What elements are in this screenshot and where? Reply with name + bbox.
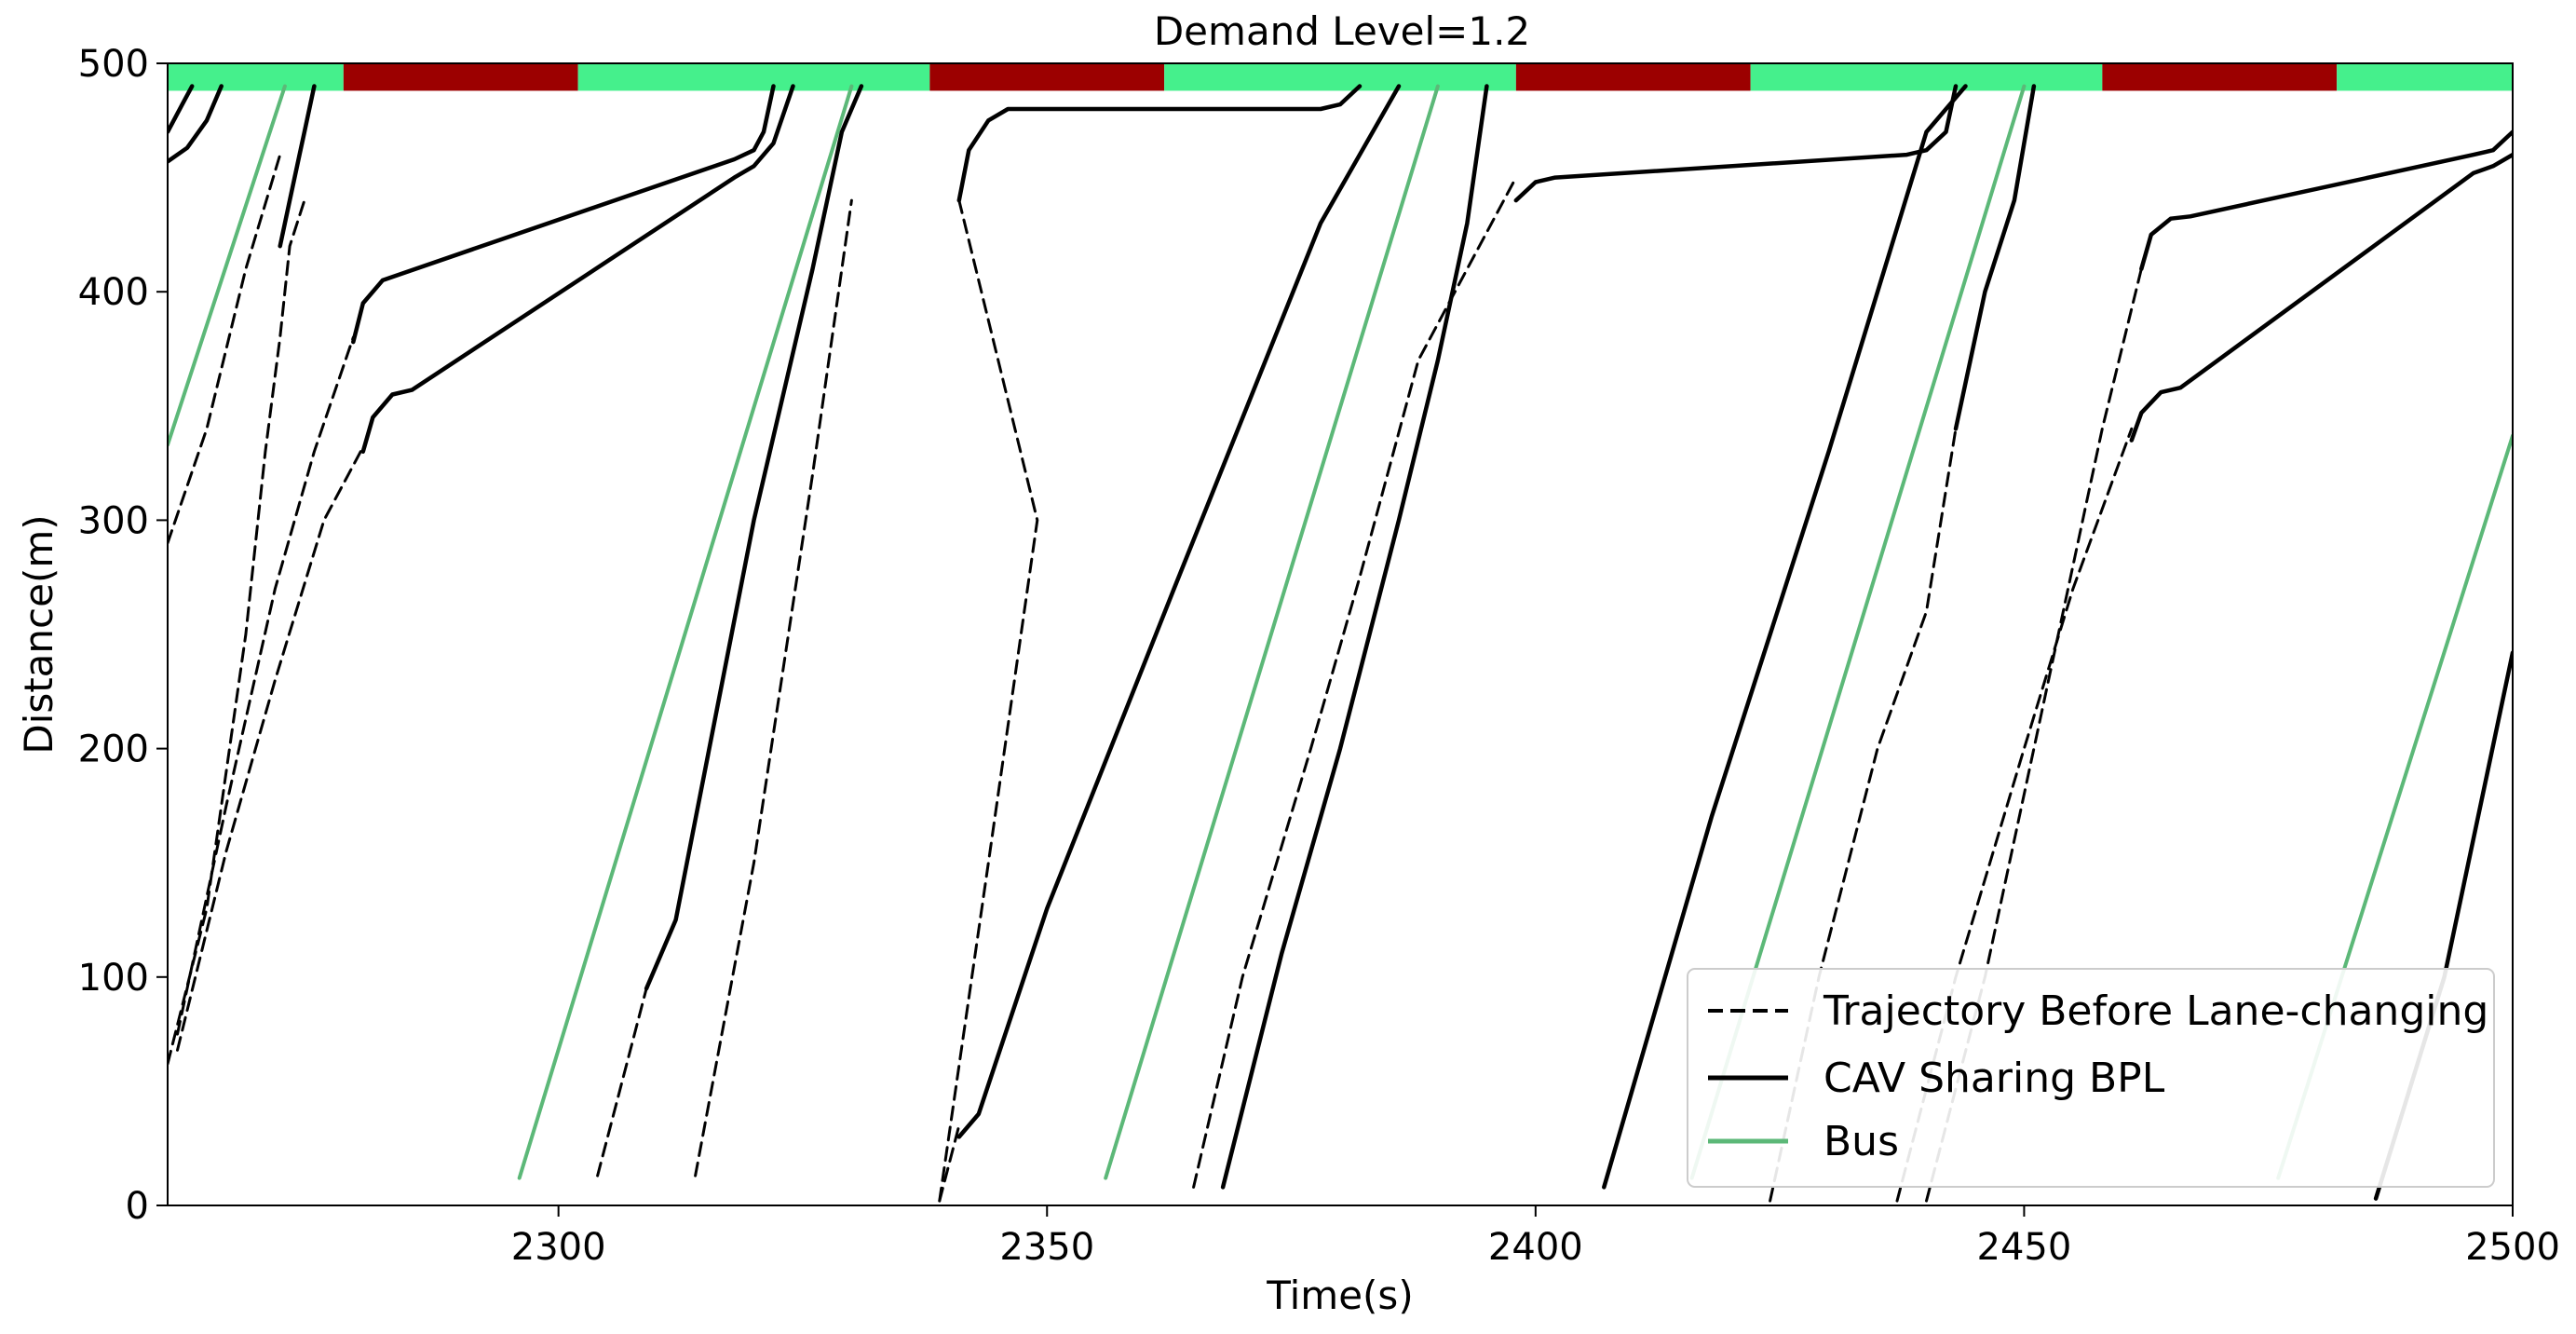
cav-trajectory-25 [2129, 152, 2513, 442]
x-axis-label: Time(s) [1266, 1273, 1413, 1318]
cav-trajectory-22 [1602, 84, 1968, 1190]
legend-label-trajectory-before: Trajectory Before Lane-changing [1823, 987, 2488, 1035]
y-tick-label: 0 [126, 1185, 149, 1228]
pre-lane-change-trajectory-5 [694, 198, 853, 1177]
legend-label-bus: Bus [1824, 1118, 1899, 1165]
signal-segment-green [577, 63, 930, 91]
signal-bar [168, 63, 2513, 91]
chart-title: Demand Level=1.2 [1154, 8, 1530, 54]
cav-trajectory-15 [351, 84, 776, 345]
y-tick-label: 300 [78, 499, 149, 542]
y-tick-label: 200 [78, 728, 149, 771]
cav-trajectory-20 [1220, 84, 1489, 1190]
pre-lane-change-trajectory-3 [176, 445, 365, 1052]
signal-segment-green [1164, 63, 1516, 91]
x-tick-label: 2450 [1977, 1226, 2072, 1269]
signal-segment-green [1750, 63, 2103, 91]
pre-lane-change-trajectory-6 [938, 1123, 961, 1203]
pre-lane-change-trajectory-0 [168, 198, 306, 1066]
signal-segment-green [2337, 63, 2513, 91]
y-axis-label: Distance(m) [16, 514, 61, 754]
pre-lane-change-trajectory-2 [176, 335, 355, 1036]
legend-box [1687, 968, 2495, 1188]
pre-lane-change-trajectory-7 [938, 198, 1039, 1203]
x-tick-label: 2500 [2465, 1226, 2560, 1269]
pre-lane-change-trajectory-4 [596, 987, 648, 1177]
x-tick-label: 2300 [511, 1226, 606, 1269]
plot-frame [167, 62, 2514, 1206]
bus-trajectory-27 [168, 84, 287, 447]
y-tick-label: 500 [78, 43, 149, 86]
cav-trajectory-19 [956, 84, 1363, 203]
cav-trajectory-13 [168, 84, 195, 134]
cav-trajectory-18 [956, 84, 1402, 1139]
x-tick-label: 2400 [1488, 1226, 1583, 1269]
signal-segment-red [1515, 63, 1751, 91]
y-tick-label: 400 [78, 271, 149, 314]
pre-lane-change-trajectory-1 [168, 153, 282, 545]
cav-trajectory-16 [360, 84, 795, 455]
signal-segment-red [343, 63, 578, 91]
legend-label-cav: CAV Sharing BPL [1824, 1055, 2165, 1102]
cav-trajectory-23 [1953, 84, 2037, 431]
cav-trajectory-14 [278, 84, 317, 249]
y-tick-label: 100 [78, 957, 149, 1000]
pre-lane-change-trajectory-8 [1192, 176, 1518, 1189]
cav-trajectory-17 [644, 84, 864, 991]
axis-ticks: 2300 2350 2400 2450 2500 0 100 200 300 400 500 [78, 43, 2560, 1269]
cav-trajectory-21 [1513, 84, 1959, 203]
cav-trajectory-12 [168, 84, 224, 164]
signal-segment-red [929, 63, 1165, 91]
x-tick-label: 2350 [999, 1226, 1094, 1269]
bus-trajectory-28 [517, 84, 854, 1180]
cav-trajectory-24 [2139, 129, 2513, 271]
bus-trajectory-29 [1104, 84, 1440, 1180]
signal-segment-red [2102, 63, 2338, 91]
legend: Trajectory Before Lane-changing CAV Shar… [1687, 968, 2495, 1188]
